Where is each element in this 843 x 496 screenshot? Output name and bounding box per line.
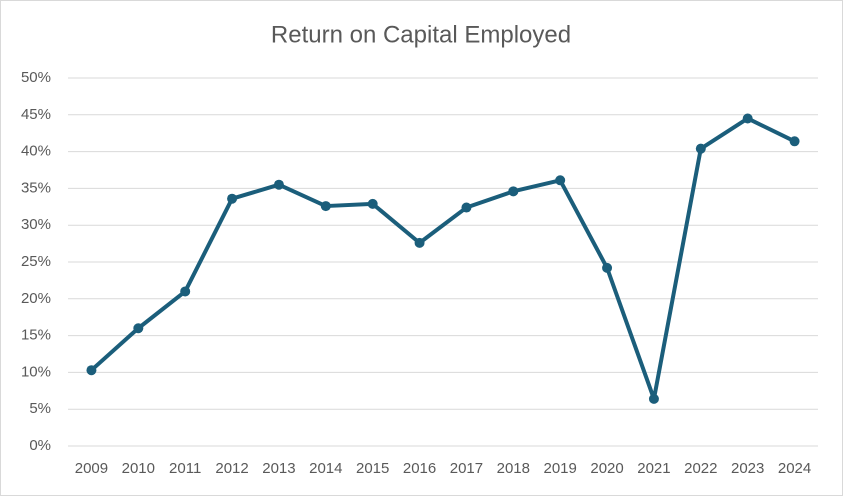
x-tick-label: 2016	[403, 460, 436, 477]
marker	[273, 179, 284, 190]
x-tick-label: 2012	[215, 460, 248, 477]
y-tick-label: 20%	[21, 290, 51, 307]
y-tick-label: 35%	[21, 179, 51, 196]
x-tick-label: 2024	[778, 460, 811, 477]
y-tick-label: 5%	[29, 400, 51, 417]
marker	[86, 365, 97, 376]
x-tick-label: 2014	[309, 460, 342, 477]
marker	[367, 198, 378, 209]
marker	[180, 286, 191, 297]
chart-title: Return on Capital Employed	[271, 21, 571, 48]
y-tick-label: 0%	[29, 437, 51, 454]
y-tick-label: 10%	[21, 363, 51, 380]
marker	[695, 143, 706, 154]
marker	[648, 393, 659, 404]
marker	[742, 113, 753, 124]
y-tick-label: 45%	[21, 106, 51, 123]
marker	[227, 193, 238, 204]
x-tick-label: 2010	[122, 460, 155, 477]
marker	[555, 175, 566, 186]
x-tick-label: 2021	[637, 460, 670, 477]
x-tick-label: 2009	[75, 460, 108, 477]
x-tick-label: 2015	[356, 460, 389, 477]
y-tick-label: 40%	[21, 143, 51, 160]
marker	[508, 186, 519, 197]
line	[89, 116, 797, 401]
y-tick-label: 30%	[21, 216, 51, 233]
marker	[461, 202, 472, 213]
x-tick-label: 2018	[497, 460, 530, 477]
x-tick-label: 2019	[544, 460, 577, 477]
marker	[133, 323, 144, 334]
x-tick-label: 2017	[450, 460, 483, 477]
marker	[789, 136, 800, 147]
marker	[602, 262, 613, 273]
y-tick-label: 50%	[21, 69, 51, 86]
marker	[414, 237, 425, 248]
x-tick-label: 2013	[262, 460, 295, 477]
x-tick-label: 2023	[731, 460, 764, 477]
y-tick-label: 25%	[21, 253, 51, 270]
x-tick-label: 2011	[169, 460, 201, 477]
x-tick-label: 2022	[684, 460, 717, 477]
marker	[320, 201, 331, 212]
y-tick-label: 15%	[21, 327, 51, 344]
x-tick-label: 2020	[590, 460, 623, 477]
